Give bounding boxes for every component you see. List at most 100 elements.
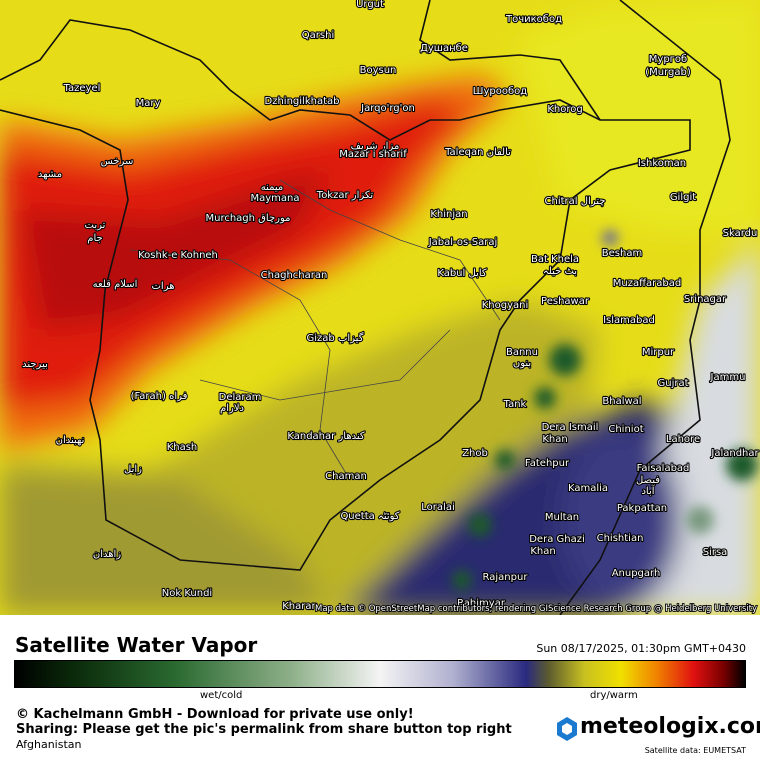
place-label: Urgut xyxy=(356,0,384,10)
place-label: Chaman xyxy=(325,471,367,482)
place-label: Bat Khela xyxy=(531,254,579,265)
place-label: (Farah) فراه xyxy=(131,391,188,402)
place-label: Murchagh مورچاق xyxy=(205,213,290,224)
place-label: Khash xyxy=(167,442,198,453)
place-label: Bannu xyxy=(506,347,538,358)
place-label: جام xyxy=(87,233,102,244)
place-label: Loralai xyxy=(421,502,454,513)
place-label: Koshk-e Kohneh xyxy=(138,250,218,261)
attribution: Map data © OpenStreetMap contributors, r… xyxy=(315,604,757,614)
place-label: Fatehpur xyxy=(525,458,570,469)
region: Afghanistan xyxy=(16,738,82,751)
place-label: Besham xyxy=(602,248,642,259)
place-label: Dera Ismail xyxy=(542,422,599,433)
place-label: زاهدان xyxy=(93,549,121,560)
place-label: Muzaffarabad xyxy=(613,278,681,289)
place-label: Mary xyxy=(136,98,161,109)
place-label: Душанбе xyxy=(420,43,468,54)
place-label: Peshawar xyxy=(541,296,590,307)
place-label: Islamabad xyxy=(603,315,655,326)
place-label: بنوں xyxy=(513,358,531,369)
place-label: هرات xyxy=(152,281,175,292)
place-label: Maymana xyxy=(250,193,299,204)
place-label: Sirsa xyxy=(703,547,728,558)
place-label: Khan xyxy=(542,434,567,445)
place-label: دلارام xyxy=(220,403,244,414)
place-label: بٹ خیلہ xyxy=(543,266,577,277)
place-label: Tank xyxy=(503,399,527,410)
datetime: Sun 08/17/2025, 01:30pm GMT+0430 xyxy=(536,642,746,655)
place-label: Faisalabad xyxy=(637,463,690,474)
place-label: Gizab گیزاب xyxy=(307,332,364,344)
place-label: Ishkoman xyxy=(638,158,686,169)
place-label: Pakpattan xyxy=(617,503,667,514)
place-label: Taleqan تالقان xyxy=(444,147,511,158)
place-label: Gilgit xyxy=(670,192,696,203)
place-label: Multan xyxy=(545,512,579,523)
place-label: Lahore xyxy=(666,434,700,445)
sharing-note: Sharing: Please get the pic's permalink … xyxy=(16,722,512,737)
place-label: Mazar i sharif xyxy=(339,149,407,160)
place-label: Tokzar تکزار xyxy=(316,190,374,201)
legend-title: Satellite Water Vapor xyxy=(15,633,258,657)
place-label: Tazeyel xyxy=(63,83,101,94)
place-label: Srinagar xyxy=(684,294,727,305)
place-label: Khan xyxy=(530,546,555,557)
place-label: آباد xyxy=(641,484,655,497)
place-label: فیصل xyxy=(636,475,660,486)
place-label: Dzhingilkhatab xyxy=(265,96,340,107)
place-label: Мургоб xyxy=(649,54,687,65)
data-source: Satellite data: EUMETSAT xyxy=(644,746,746,755)
place-label: زابل xyxy=(124,464,142,475)
place-label: Boysun xyxy=(360,65,397,76)
low-label: wet/cold xyxy=(200,690,243,701)
place-label: Jabal-os-Saraj xyxy=(428,237,498,248)
place-label: (Murgab) xyxy=(645,67,691,78)
place-label: نهبندان xyxy=(56,435,85,446)
place-label: Chitral چترال xyxy=(545,196,606,207)
place-label: Rahimyar xyxy=(457,598,506,609)
place-label: Chaghcharan xyxy=(261,270,328,281)
place-label: Dera Ghazi xyxy=(529,534,585,545)
province-borders xyxy=(129,179,501,481)
place-label: تربت xyxy=(85,220,106,231)
place-label: Khogyani xyxy=(482,300,529,311)
place-label: مزار شریف xyxy=(351,141,400,152)
place-label: Chishtian xyxy=(597,533,644,544)
color-scale xyxy=(14,660,746,688)
place-label: Rajanpur xyxy=(483,572,529,583)
brand[interactable]: meteologix.com xyxy=(580,714,760,739)
place-label: Kabul کابل xyxy=(437,268,487,279)
brand-logo xyxy=(557,717,577,741)
borders xyxy=(0,0,731,615)
place-label: Точикобод xyxy=(505,14,562,25)
water-vapor-field xyxy=(0,0,760,615)
place-label: Jalandhar xyxy=(710,448,759,459)
place-label: Gujrat xyxy=(657,378,688,389)
place-label: اسلام قلعه xyxy=(93,279,138,290)
place-label: Kharan xyxy=(282,601,318,612)
place-label: Quetta کوئٹہ xyxy=(340,511,399,522)
place-label: Kamalia xyxy=(568,483,608,494)
place-label: مشهد xyxy=(38,169,62,180)
place-label: Chiniot xyxy=(608,424,643,435)
place-label: Шурообод xyxy=(473,86,527,97)
place-label: Jarqo'rg'on xyxy=(360,103,415,114)
place-label: Qarshi xyxy=(302,30,334,41)
place-label: بیرجند xyxy=(22,359,48,370)
place-label: Bhalwal xyxy=(602,396,641,407)
place-label: Jammu xyxy=(710,372,746,383)
place-label: Khorog xyxy=(547,104,582,115)
place-label: Zhob xyxy=(462,448,488,459)
place-label: Khinjan xyxy=(430,209,467,220)
place-label: Kandahar کندهار xyxy=(287,431,365,442)
place-label: Nok Kundi xyxy=(162,588,212,599)
high-label: dry/warm xyxy=(590,690,638,701)
place-label: Anupgarh xyxy=(612,568,661,579)
place-label: سرخس xyxy=(101,156,134,167)
map: Urgut Qarshi Душанбе Точикобод Boysun Tazeyel… xyxy=(0,0,760,615)
place-label: Skardu xyxy=(723,228,758,239)
place-label: میمنه xyxy=(261,182,284,193)
place-label: Mirpur xyxy=(642,347,675,358)
